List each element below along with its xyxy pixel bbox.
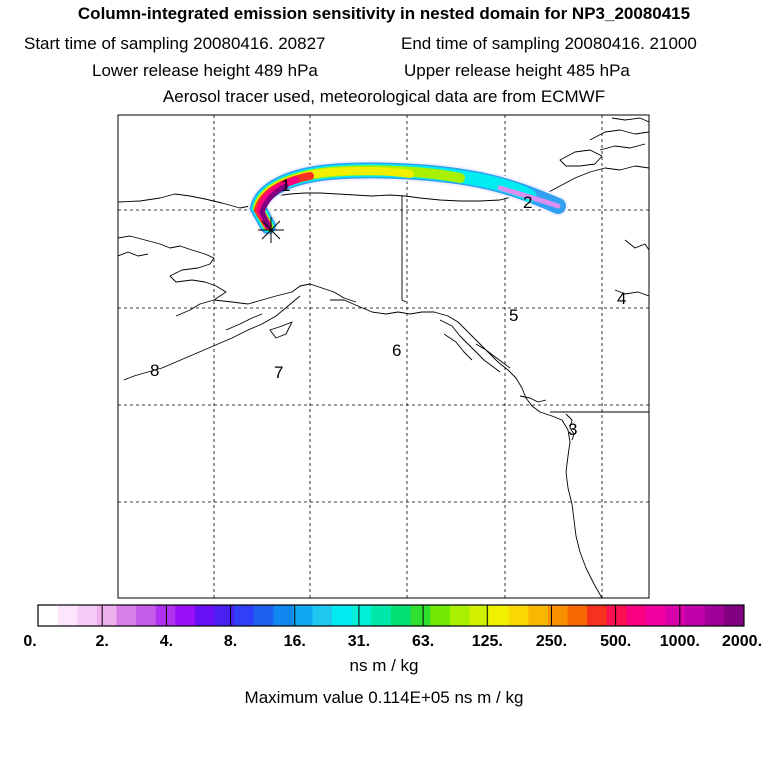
legend-swatch xyxy=(351,605,372,626)
legend-swatch xyxy=(175,605,196,626)
plume-label-2: 2 xyxy=(523,193,532,212)
coastlines xyxy=(118,117,649,598)
legend-swatch xyxy=(410,605,431,626)
region-label-7: 7 xyxy=(274,363,283,382)
legend-tick-label: 125. xyxy=(472,633,503,650)
legend-tick-labels: 0. 2. 4. 8. 16. 31. 63. 125. 250. 500. 1000. 2000. xyxy=(23,633,762,650)
legend-tick-label: 500. xyxy=(600,633,631,650)
legend-swatch xyxy=(489,605,510,626)
plume-label-1: 1 xyxy=(281,176,290,195)
legend-swatch xyxy=(273,605,294,626)
legend-swatch xyxy=(508,605,529,626)
legend-swatch xyxy=(96,605,117,626)
end-time-label: End time of sampling 20080416. 21000 xyxy=(401,34,697,53)
legend-swatch xyxy=(292,605,314,626)
legend-tick-label: 2. xyxy=(96,633,109,650)
legend-swatch xyxy=(665,605,686,626)
legend-swatch xyxy=(430,605,451,626)
legend-swatch xyxy=(234,605,255,626)
lower-height-label: Lower release height 489 hPa xyxy=(92,61,318,80)
lat-lon-grid xyxy=(118,115,649,598)
legend-swatch xyxy=(116,605,137,626)
legend-swatch xyxy=(724,605,745,626)
legend-swatch xyxy=(253,605,274,626)
legend-swatch xyxy=(391,605,412,626)
legend-swatch xyxy=(469,605,490,626)
legend-tick-label: 31. xyxy=(348,633,370,650)
legend-dividers xyxy=(101,605,681,626)
legend-swatch xyxy=(57,605,78,626)
legend-swatch xyxy=(312,605,333,626)
legend-swatch xyxy=(547,605,568,626)
tracer-info-label: Aerosol tracer used, meteorological data… xyxy=(162,87,606,106)
legend-swatch xyxy=(77,605,98,626)
legend-tick-label: 63. xyxy=(412,633,434,650)
legend-swatch xyxy=(587,605,608,626)
legend-swatch xyxy=(371,605,392,626)
region-label-6: 6 xyxy=(392,341,401,360)
legend-swatch xyxy=(332,605,353,626)
legend-swatch xyxy=(685,605,706,626)
map-frame xyxy=(117,114,650,599)
legend-swatch xyxy=(606,605,627,626)
legend-tick-label: 0. xyxy=(23,633,36,650)
map-area: 1 2 3 4 5 6 7 8 xyxy=(118,115,649,598)
region-label-8: 8 xyxy=(150,361,159,380)
legend-tick-label: 1000. xyxy=(660,633,700,650)
legend-tick-label: 250. xyxy=(536,633,567,650)
region-label-3: 3 xyxy=(568,420,577,439)
legend-swatch xyxy=(38,605,59,626)
legend-swatch xyxy=(567,605,588,626)
legend-units: ns m / kg xyxy=(349,656,419,675)
plot-title: Column-integrated emission sensitivity i… xyxy=(77,4,691,23)
legend-swatch xyxy=(528,605,549,626)
legend-swatch xyxy=(704,605,725,626)
upper-height-label: Upper release height 485 hPa xyxy=(404,61,630,80)
legend-swatch xyxy=(449,605,470,626)
legend-frame xyxy=(37,604,745,627)
region-label-4: 4 xyxy=(617,289,626,308)
release-site-star xyxy=(258,217,284,243)
legend-swatch xyxy=(214,605,235,626)
map-labels: 1 2 3 4 5 6 7 8 xyxy=(150,176,626,439)
color-legend xyxy=(38,605,745,626)
legend-swatch xyxy=(136,605,157,626)
legend-swatch xyxy=(645,605,667,626)
legend-tick-label: 2000. xyxy=(722,633,762,650)
legend-swatch xyxy=(194,605,215,626)
emission-sensitivity-plume xyxy=(247,160,568,236)
legend-tick-label: 16. xyxy=(284,633,306,650)
start-time-label: Start time of sampling 20080416. 20827 xyxy=(24,34,326,53)
legend-swatch xyxy=(155,605,176,626)
legend-tick-label: 8. xyxy=(224,633,237,650)
max-value-label: Maximum value 0.114E+05 ns m / kg xyxy=(244,688,524,707)
legend-swatch xyxy=(626,605,647,626)
region-label-5: 5 xyxy=(509,306,518,325)
legend-tick-label: 4. xyxy=(160,633,173,650)
